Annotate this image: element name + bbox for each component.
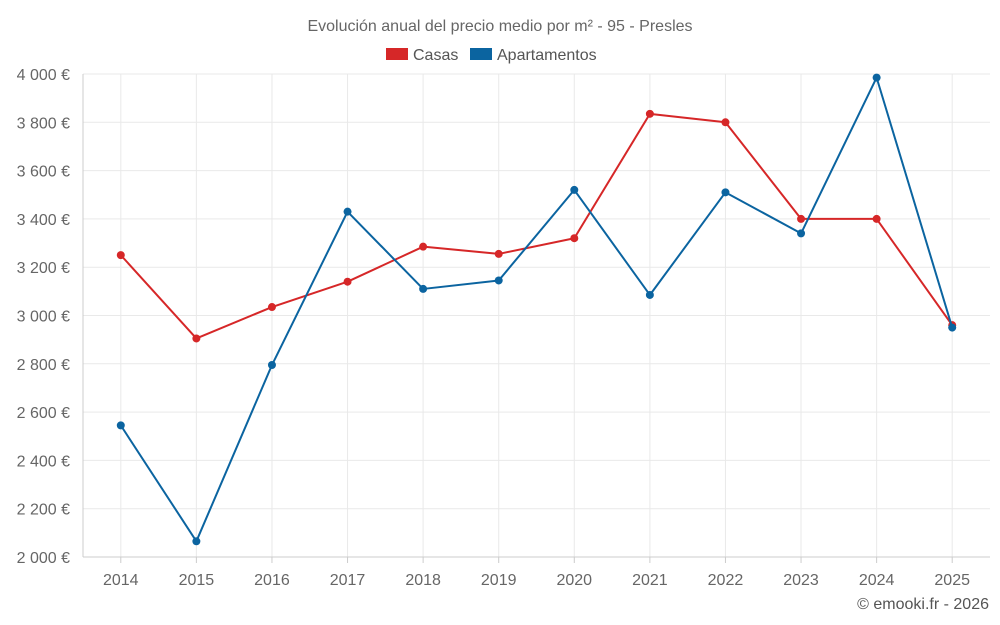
y-axis: 2 000 € 2 200 € 2 400 € 2 600 € 2 800 € 3 000… [17, 67, 84, 567]
legend-swatch-casas [386, 48, 408, 60]
x-tick-label: 2016 [254, 572, 290, 589]
y-tick-label: 2 000 € [17, 550, 70, 567]
data-point-casas[interactable] [192, 334, 201, 343]
data-point-apartamentos[interactable] [872, 73, 881, 82]
chart-title: Evolución anual del precio medio por m² … [307, 18, 692, 35]
x-tick-label: 2025 [934, 572, 970, 589]
legend-label-apartamentos: Apartamentos [497, 47, 597, 64]
data-point-casas[interactable] [797, 214, 806, 223]
data-point-apartamentos[interactable] [570, 185, 579, 194]
data-point-casas[interactable] [645, 109, 654, 118]
data-point-casas[interactable] [267, 303, 276, 312]
legend-swatch-apartamentos [470, 48, 492, 60]
data-point-apartamentos[interactable] [645, 290, 654, 299]
data-point-casas[interactable] [721, 118, 730, 127]
series-line-casas [120, 112, 954, 340]
x-tick-label: 2023 [783, 572, 819, 589]
data-point-casas[interactable] [570, 234, 579, 243]
series-apartamentos [116, 73, 957, 546]
series-casas [116, 109, 957, 343]
data-point-casas[interactable] [872, 214, 881, 223]
legend-item-apartamentos[interactable]: Apartamentos [470, 47, 597, 64]
y-tick-label: 2 800 € [17, 357, 70, 374]
legend-item-casas[interactable]: Casas [386, 47, 458, 64]
x-tick-label: 2014 [103, 572, 139, 589]
x-tick-label: 2024 [859, 572, 895, 589]
y-tick-label: 3 400 € [17, 212, 70, 229]
y-tick-label: 2 200 € [17, 502, 70, 519]
y-tick-label: 3 200 € [17, 260, 70, 277]
data-point-casas[interactable] [343, 277, 352, 286]
x-tick-label: 2018 [405, 572, 441, 589]
y-tick-label: 4 000 € [17, 67, 70, 84]
data-point-casas[interactable] [116, 251, 125, 260]
x-tick-label: 2020 [556, 572, 592, 589]
x-axis: 2014 2015 2016 2017 2018 2019 2020 2021 2022 2023… [83, 556, 990, 589]
data-point-casas[interactable] [494, 249, 503, 258]
y-tick-label: 2 400 € [17, 453, 70, 470]
y-tick-label: 2 600 € [17, 405, 70, 422]
copyright-footer: © emooki.fr - 2026 [857, 596, 989, 613]
data-point-apartamentos[interactable] [797, 229, 806, 238]
data-point-apartamentos[interactable] [343, 207, 352, 216]
y-tick-label: 3 000 € [17, 309, 70, 326]
data-point-apartamentos[interactable] [948, 323, 957, 332]
x-tick-label: 2022 [708, 572, 744, 589]
x-tick-label: 2021 [632, 572, 668, 589]
y-tick-label: 3 600 € [17, 164, 70, 181]
series-line-apartamentos [119, 76, 954, 543]
data-point-apartamentos[interactable] [419, 284, 428, 293]
data-point-apartamentos[interactable] [721, 188, 730, 197]
grid [83, 73, 990, 558]
data-point-casas[interactable] [419, 242, 428, 251]
y-tick-label: 3 800 € [17, 115, 70, 132]
data-point-apartamentos[interactable] [116, 421, 125, 430]
x-tick-label: 2015 [179, 572, 215, 589]
x-tick-label: 2017 [330, 572, 366, 589]
data-point-apartamentos[interactable] [267, 361, 276, 370]
series [116, 73, 957, 546]
data-point-apartamentos[interactable] [494, 276, 503, 285]
x-tick-label: 2019 [481, 572, 517, 589]
legend-label-casas: Casas [413, 47, 458, 64]
legend: Casas Apartamentos [386, 47, 597, 64]
data-point-apartamentos[interactable] [192, 537, 201, 546]
